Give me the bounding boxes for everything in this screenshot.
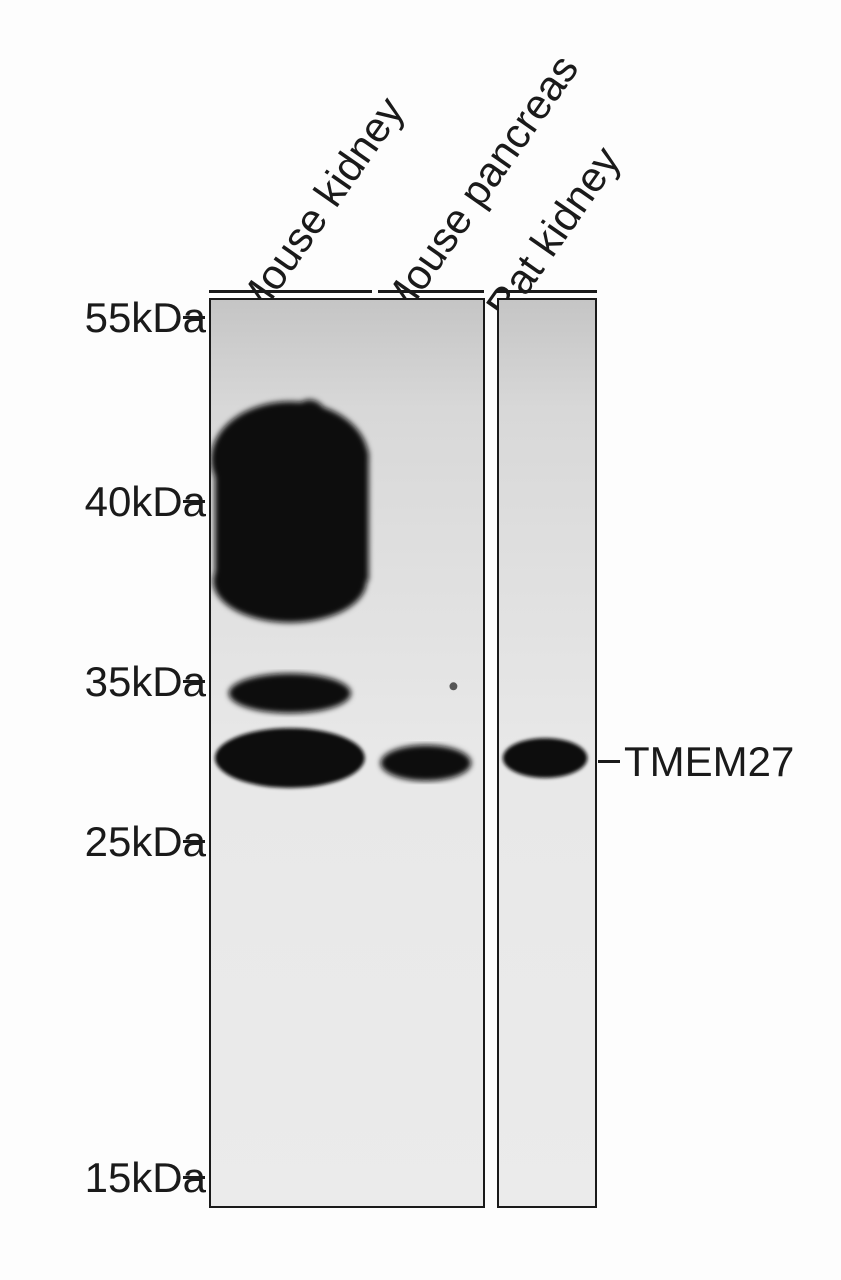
lane-underline-3 — [497, 290, 597, 293]
blot-panel-right — [497, 298, 597, 1208]
target-tick — [598, 760, 620, 763]
marker-tick-55 — [183, 316, 205, 319]
lane-underline-2 — [378, 290, 484, 293]
western-blot-figure: Mouse kidney Mouse pancreas Rat kidney — [0, 0, 841, 1280]
bands-panel-left — [211, 300, 483, 1206]
marker-tick-35 — [183, 680, 205, 683]
blot-panel-left — [209, 298, 485, 1208]
bands-panel-right — [499, 300, 595, 1206]
marker-tick-25 — [183, 840, 205, 843]
marker-tick-15 — [183, 1176, 205, 1179]
lane-underline-1 — [209, 290, 372, 293]
target-label: TMEM27 — [624, 738, 794, 786]
marker-tick-40 — [183, 500, 205, 503]
